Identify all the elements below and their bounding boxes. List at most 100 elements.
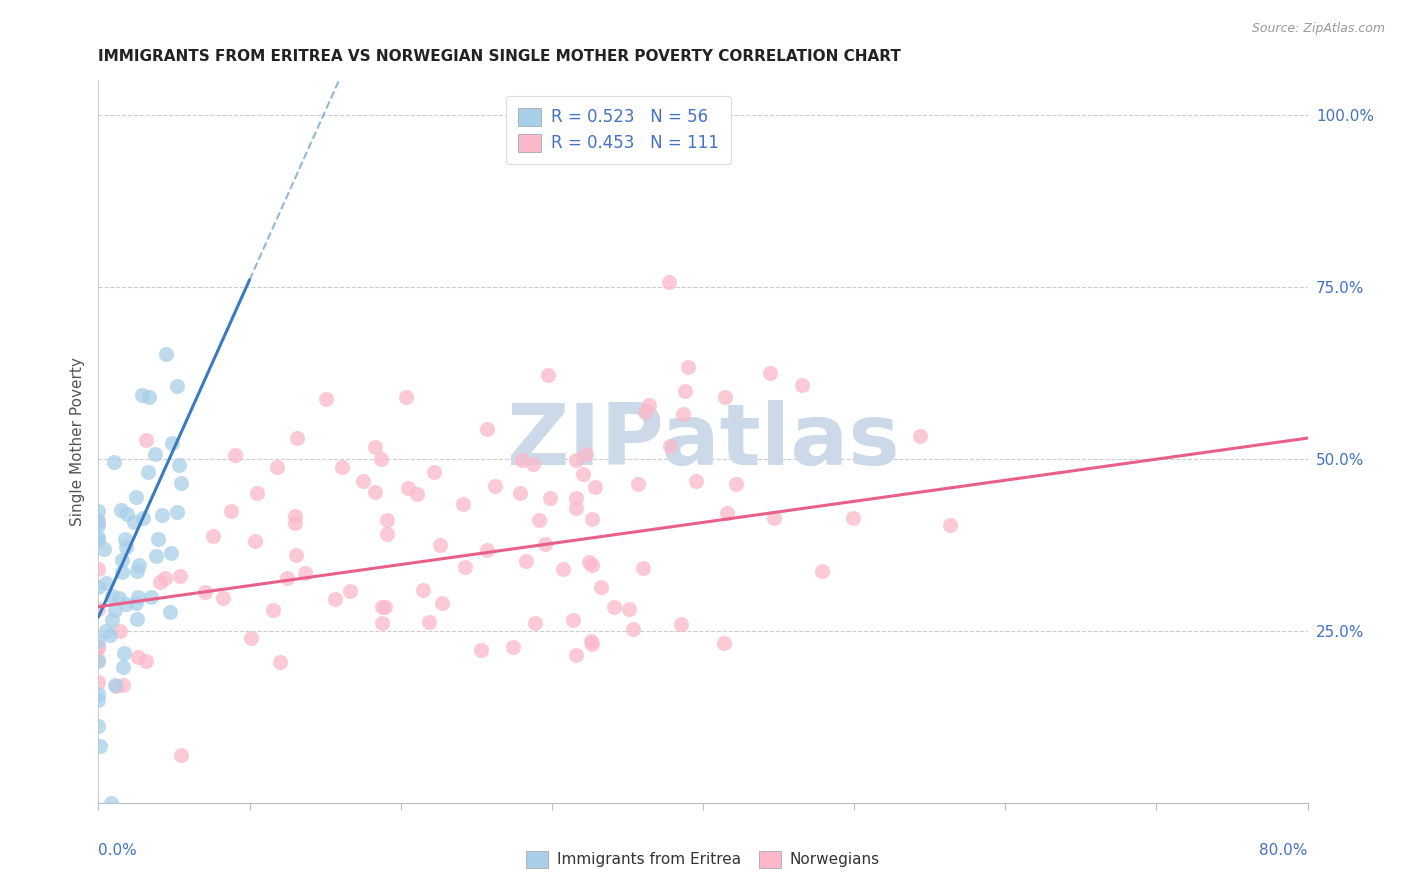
Point	[166, 505, 188, 519]
Point	[135, 434, 157, 448]
Point	[396, 481, 419, 495]
Point	[581, 558, 603, 573]
Point	[93, 541, 115, 556]
Point	[375, 527, 398, 541]
Point	[371, 600, 394, 615]
Point	[339, 584, 361, 599]
Point	[87, 675, 110, 690]
Point	[262, 603, 284, 617]
Text: IMMIGRANTS FROM ERITREA VS NORWEGIAN SINGLE MOTHER POVERTY CORRELATION CHART: IMMIGRANTS FROM ERITREA VS NORWEGIAN SIN…	[98, 49, 901, 64]
Text: 80.0%: 80.0%	[1260, 843, 1308, 857]
Point	[621, 622, 644, 636]
Legend: R = 0.523   N = 56, R = 0.453   N = 111: R = 0.523 N = 56, R = 0.453 N = 111	[506, 95, 731, 164]
Point	[110, 624, 132, 639]
Point	[565, 491, 588, 505]
Point	[370, 451, 392, 466]
Point	[170, 475, 193, 490]
Point	[94, 624, 117, 639]
Point	[294, 566, 316, 580]
Point	[87, 693, 110, 707]
Point	[155, 346, 177, 360]
Point	[484, 479, 506, 493]
Point	[475, 542, 498, 557]
Point	[128, 558, 150, 573]
Point	[538, 491, 561, 505]
Point	[939, 518, 962, 533]
Point	[245, 533, 267, 548]
Point	[219, 504, 242, 518]
Point	[276, 571, 298, 585]
Text: 0.0%: 0.0%	[98, 843, 138, 857]
Point	[671, 616, 693, 631]
Point	[633, 561, 655, 575]
Point	[619, 602, 641, 616]
Point	[512, 453, 534, 467]
Point	[114, 598, 136, 612]
Point	[395, 390, 418, 404]
Point	[908, 429, 931, 443]
Point	[87, 562, 110, 576]
Point	[103, 455, 125, 469]
Point	[676, 360, 699, 375]
Point	[565, 648, 588, 662]
Point	[527, 513, 550, 527]
Point	[138, 390, 160, 404]
Point	[127, 650, 149, 665]
Point	[170, 747, 193, 762]
Point	[412, 582, 434, 597]
Text: ZIPatlas: ZIPatlas	[506, 400, 900, 483]
Point	[150, 508, 173, 522]
Point	[101, 589, 124, 603]
Point	[87, 530, 110, 544]
Point	[810, 564, 832, 578]
Point	[418, 615, 440, 630]
Point	[561, 614, 583, 628]
Point	[627, 476, 650, 491]
Point	[89, 739, 111, 754]
Point	[522, 457, 544, 471]
Point	[108, 591, 131, 605]
Point	[110, 503, 132, 517]
Text: Source: ZipAtlas.com: Source: ZipAtlas.com	[1251, 22, 1385, 36]
Point	[101, 614, 124, 628]
Point	[94, 575, 117, 590]
Point	[330, 460, 353, 475]
Point	[87, 533, 110, 547]
Point	[269, 655, 291, 669]
Point	[589, 581, 612, 595]
Point	[534, 537, 557, 551]
Point	[125, 611, 148, 625]
Point	[87, 640, 110, 654]
Point	[153, 571, 176, 585]
Point	[111, 565, 134, 579]
Point	[87, 633, 110, 648]
Point	[132, 511, 155, 525]
Point	[509, 486, 531, 500]
Point	[159, 605, 181, 619]
Point	[551, 562, 574, 576]
Point	[714, 390, 737, 404]
Point	[87, 504, 110, 518]
Point	[122, 515, 145, 529]
Point	[145, 549, 167, 564]
Point	[194, 585, 217, 599]
Point	[470, 643, 492, 657]
Point	[127, 590, 149, 604]
Point	[98, 627, 121, 641]
Point	[370, 616, 392, 631]
Point	[87, 719, 110, 733]
Point	[141, 590, 163, 604]
Point	[87, 641, 110, 656]
Point	[211, 591, 233, 605]
Point	[127, 564, 149, 578]
Point	[658, 275, 681, 289]
Point	[790, 378, 813, 392]
Point	[87, 581, 110, 595]
Point	[477, 422, 499, 436]
Point	[673, 384, 696, 398]
Point	[423, 465, 446, 479]
Point	[716, 506, 738, 520]
Point	[87, 602, 110, 616]
Point	[373, 599, 395, 614]
Point	[87, 653, 110, 667]
